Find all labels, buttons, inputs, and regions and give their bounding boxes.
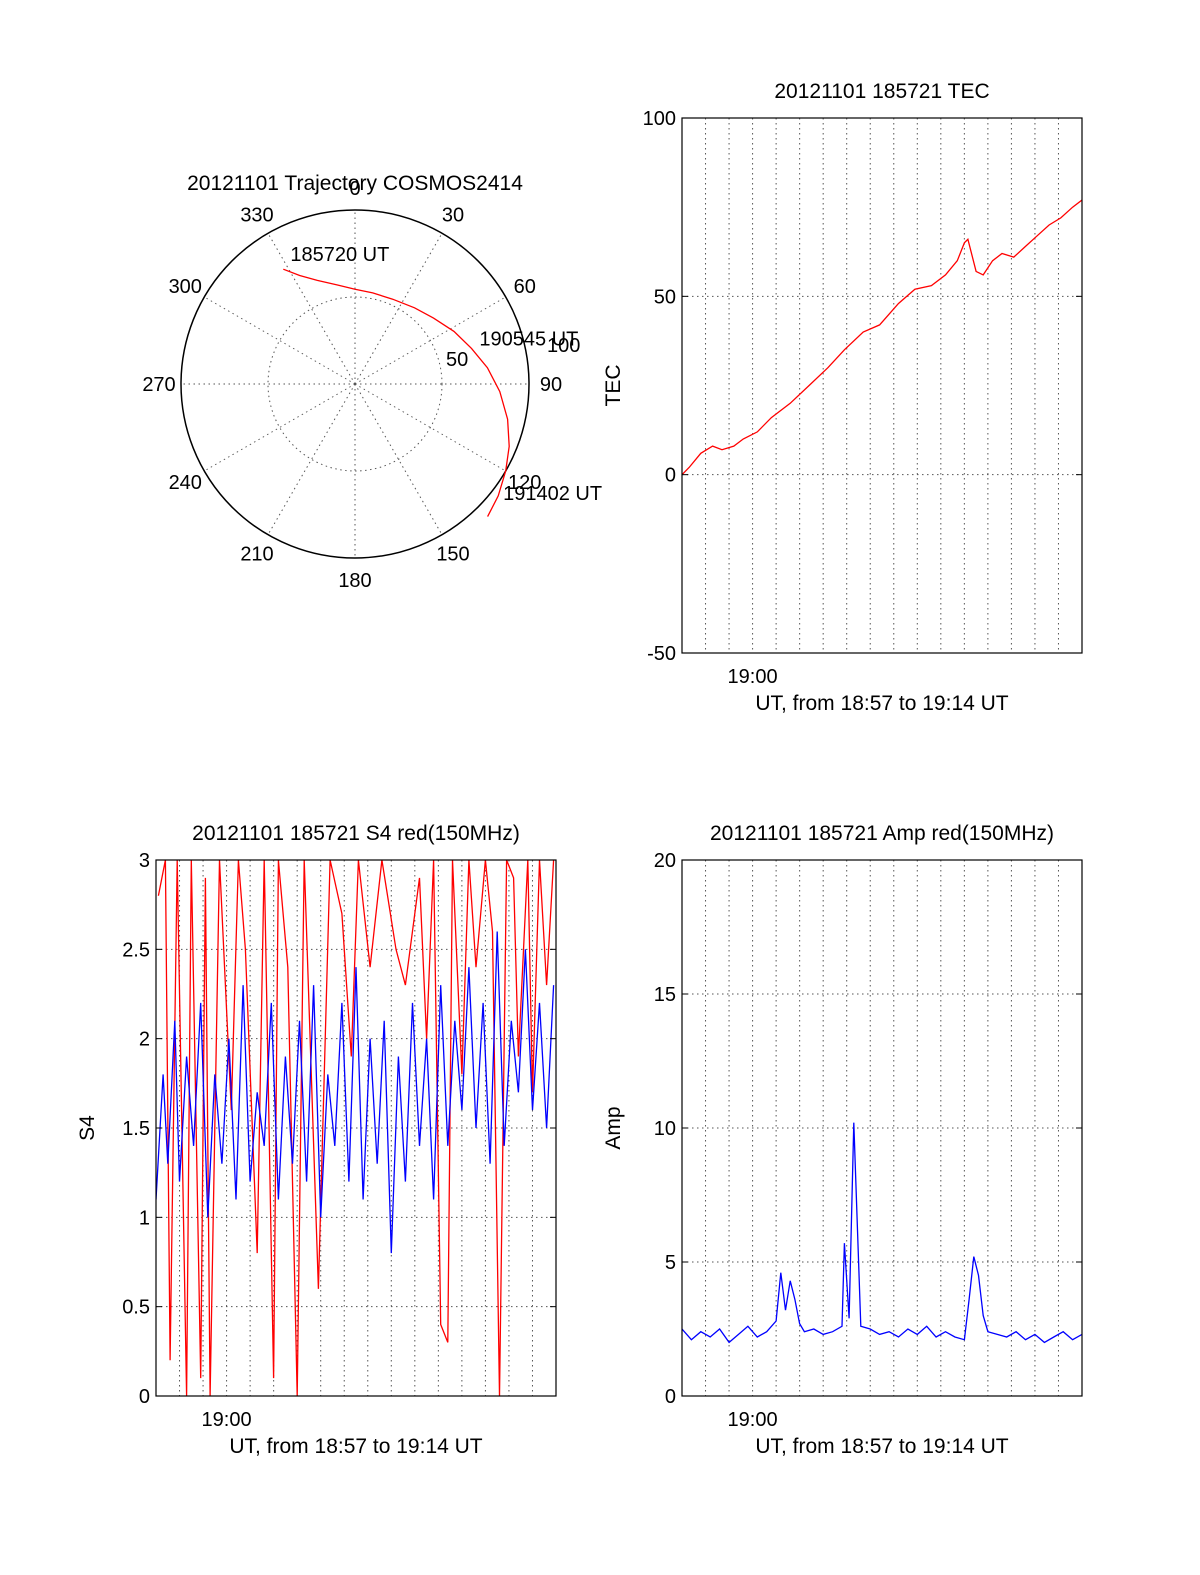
- x-tick-label: 19:00: [202, 1409, 252, 1431]
- polar-angle-label: 120: [508, 472, 541, 494]
- y-tick-label: 100: [643, 108, 676, 130]
- y-axis-label: Amp: [602, 1106, 625, 1149]
- polar-spoke: [354, 296, 506, 385]
- polar-angle-label: 150: [436, 544, 469, 566]
- polar-angle-label: 0: [349, 178, 360, 200]
- panel-title: 20121101 185721 S4 red(150MHz): [192, 822, 520, 845]
- polar-spoke: [354, 233, 443, 385]
- y-tick-label: 0: [665, 1386, 676, 1408]
- y-tick-label: 3: [139, 850, 150, 872]
- series-line: [682, 1122, 1082, 1344]
- polar-inner-ring: [267, 296, 443, 472]
- panel-title: 20121101 185721 Amp red(150MHz): [710, 822, 1054, 845]
- polar-radial-label: 50: [446, 349, 468, 371]
- polar-angle-label: 30: [442, 204, 464, 226]
- y-tick-label: 1: [139, 1207, 150, 1229]
- y-tick-label: -50: [647, 643, 676, 665]
- y-tick-label: 0.5: [122, 1297, 150, 1319]
- s4-panel: 20121101 185721 S4 red(150MHz) 0 0.5 1 1.5 2 2…: [76, 822, 557, 1458]
- y-tick-label: 15: [654, 984, 676, 1006]
- polar-radial-label: 100: [547, 335, 580, 357]
- x-axis-label: UT, from 18:57 to 19:14 UT: [755, 1435, 1008, 1458]
- y-tick-label: 2: [139, 1029, 150, 1051]
- series-line: [156, 931, 555, 1254]
- y-tick-label: 1.5: [122, 1118, 150, 1140]
- y-tick-label: 0: [665, 465, 676, 487]
- polar-angle-label: 60: [514, 276, 536, 298]
- x-tick-label: 19:00: [728, 666, 778, 688]
- polar-time-annotation: 191402 UT: [503, 483, 602, 505]
- polar-angle-label: 270: [142, 374, 175, 396]
- tec-panel: 20121101 185721 TEC -50 0 50 100 19:00 UT, fro…: [602, 80, 1083, 715]
- polar-angle-label: 240: [169, 472, 202, 494]
- polar-angle-label: 180: [338, 570, 371, 592]
- polar-time-annotation: 185720 UT: [290, 244, 389, 266]
- polar-spoke: [204, 296, 356, 385]
- polar-angle-label: 330: [240, 204, 273, 226]
- data-series-group: [156, 860, 555, 1396]
- x-axis-label: UT, from 18:57 to 19:14 UT: [229, 1435, 482, 1458]
- x-tick-label: 19:00: [728, 1409, 778, 1431]
- data-series-group: [682, 1122, 1082, 1344]
- y-tick-label: 20: [654, 850, 676, 872]
- polar-angle-label: 300: [169, 276, 202, 298]
- series-line: [682, 199, 1082, 476]
- polar-trajectory-line: [283, 268, 510, 517]
- polar-angle-label: 210: [240, 544, 273, 566]
- polar-spoke: [354, 383, 443, 535]
- y-axis-label: S4: [76, 1115, 99, 1141]
- y-tick-label: 50: [654, 286, 676, 308]
- data-series-group: [682, 199, 1082, 476]
- y-tick-label: 0: [139, 1386, 150, 1408]
- panel-title: 20121101 185721 TEC: [774, 80, 989, 103]
- y-tick-label: 2.5: [122, 939, 150, 961]
- polar-title: 20121101 Trajectory COSMOS2414: [187, 172, 523, 195]
- plot-frame: [681, 117, 1083, 654]
- polar-spoke: [267, 383, 356, 535]
- y-tick-label: 5: [665, 1252, 676, 1274]
- y-axis-label: TEC: [602, 365, 625, 407]
- amp-panel: 20121101 185721 Amp red(150MHz) 0 5 10 15 20 1…: [602, 822, 1083, 1458]
- polar-outer-ring: [180, 209, 530, 559]
- y-tick-label: 10: [654, 1118, 676, 1140]
- polar-time-annotation: 190545 UT: [479, 328, 578, 350]
- polar-spoke: [354, 383, 506, 472]
- polar-angle-label: 90: [540, 374, 562, 396]
- x-axis-label: UT, from 18:57 to 19:14 UT: [755, 692, 1008, 715]
- polar-spoke: [204, 383, 356, 472]
- polar-spoke: [267, 233, 356, 385]
